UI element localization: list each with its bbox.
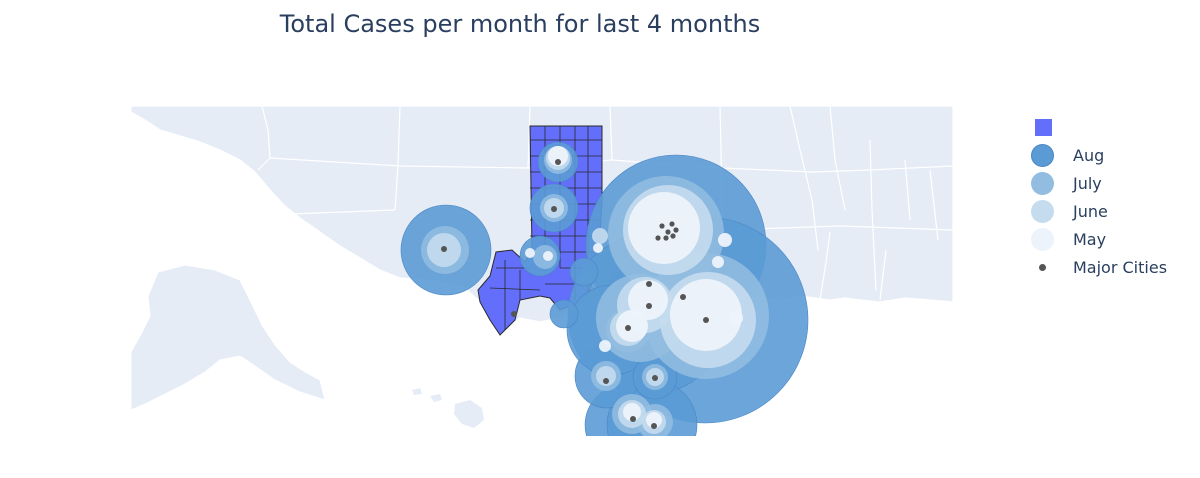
- city-marker: [441, 246, 447, 252]
- may-bubble: [670, 279, 742, 351]
- legend-label-aug: Aug: [1073, 146, 1105, 165]
- city-marker: [651, 423, 657, 429]
- city-marker: [665, 229, 671, 235]
- city-marker: [646, 281, 652, 287]
- may-bubble: [623, 403, 641, 421]
- may-bubble: [712, 256, 724, 268]
- legend-july-circle-icon: [1031, 172, 1054, 195]
- may-bubble: [593, 243, 603, 253]
- may-bubble: [729, 311, 743, 325]
- legend-label-july: July: [1073, 174, 1102, 193]
- legend-item-july[interactable]: July: [1028, 170, 1188, 198]
- land-hawaii-islets: [412, 388, 442, 402]
- land-alaska: [131, 264, 326, 411]
- city-marker: [625, 325, 631, 331]
- legend-square-icon: [1035, 119, 1052, 136]
- city-marker: [659, 223, 665, 229]
- city-marker: [555, 159, 561, 165]
- city-markers: [441, 159, 709, 429]
- june-bubble: [596, 366, 616, 386]
- legend-item-june[interactable]: June: [1028, 198, 1188, 226]
- legend-label-may: May: [1073, 230, 1107, 249]
- bubble-layer: [400, 141, 809, 436]
- may-bubble: [628, 192, 700, 264]
- legend-label-june: June: [1073, 202, 1108, 221]
- legend-city-dot-icon: [1039, 264, 1046, 271]
- city-marker: [646, 303, 652, 309]
- city-marker: [669, 221, 675, 227]
- city-marker: [703, 317, 709, 323]
- aug-bubble: [549, 299, 579, 329]
- may-bubble: [548, 146, 568, 166]
- legend-item-major-cities[interactable]: Major Cities: [1028, 254, 1188, 282]
- city-marker: [603, 378, 609, 384]
- city-marker: [630, 416, 636, 422]
- city-marker: [670, 233, 676, 239]
- legend-item-may[interactable]: May: [1028, 226, 1188, 254]
- legend-june-circle-icon: [1031, 200, 1054, 223]
- aug-bubble: [569, 257, 599, 287]
- land-hawaii: [454, 400, 484, 428]
- city-marker: [655, 235, 661, 241]
- may-bubbles: [525, 146, 743, 428]
- city-marker: [673, 227, 679, 233]
- may-bubble: [525, 248, 535, 258]
- may-bubble: [718, 233, 732, 247]
- city-marker: [551, 206, 557, 212]
- legend-may-circle-icon: [1031, 228, 1054, 251]
- may-bubble: [646, 412, 662, 428]
- june-bubble: [592, 228, 608, 244]
- city-marker: [511, 311, 517, 317]
- may-bubble: [628, 280, 668, 320]
- legend-item-aug[interactable]: Aug: [1028, 142, 1188, 170]
- may-bubble: [599, 340, 611, 352]
- city-marker: [652, 375, 658, 381]
- city-marker: [663, 235, 669, 241]
- chart-title: Total Cases per month for last 4 months: [279, 10, 761, 38]
- city-marker: [680, 294, 686, 300]
- legend-item-counties[interactable]: [1028, 114, 1188, 142]
- may-bubble: [543, 251, 553, 261]
- may-bubble: [616, 310, 648, 342]
- legend-label-major-cities: Major Cities: [1073, 258, 1168, 277]
- legend: Aug July June May Major Cities: [1028, 114, 1188, 282]
- legend-aug-circle-icon: [1031, 144, 1054, 167]
